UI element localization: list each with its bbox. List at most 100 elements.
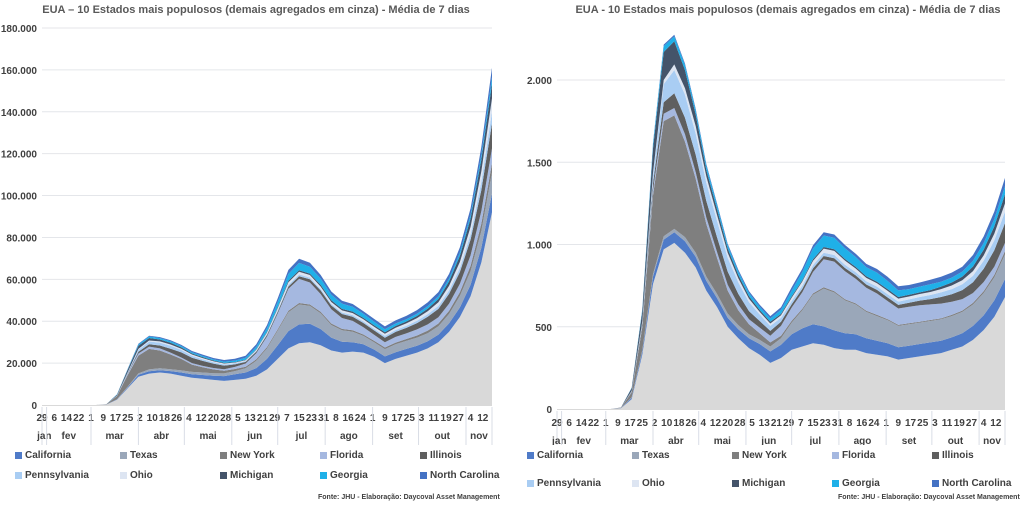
x-day-label: 28 [734, 418, 746, 429]
legend-item-michigan: Michigan [220, 470, 273, 481]
area-florida [42, 148, 492, 405]
x-month-label: fev [576, 436, 591, 445]
legend-swatch [932, 452, 939, 459]
y-tick-label: 140.000 [1, 108, 38, 119]
area-others [42, 212, 492, 405]
legend-label: Texas [130, 450, 158, 461]
x-day-label: 7 [284, 413, 290, 424]
legend-item-north-carolina: North Carolina [932, 478, 1011, 489]
x-month-label: jun [760, 436, 776, 445]
x-month-label: abr [154, 431, 170, 442]
x-day-label: 10 [147, 413, 159, 424]
legend-swatch [932, 480, 939, 487]
x-day-label: 5 [749, 418, 755, 429]
legend-swatch [220, 452, 227, 459]
legend-label: California [537, 450, 584, 461]
x-day-label: 25 [122, 413, 134, 424]
y-tick-label: 20.000 [6, 359, 37, 370]
legend-swatch [832, 452, 839, 459]
x-day-label: 19 [954, 418, 966, 429]
area-illinois [42, 123, 492, 406]
x-month-label: nov [470, 431, 488, 442]
x-day-label: 24 [355, 413, 367, 424]
legend-item-ohio: Ohio [120, 470, 153, 481]
x-day-label: 6 [566, 418, 572, 429]
legend-swatch [732, 480, 739, 487]
chart-legend: California Texas New York Florida Illinois Pe… [15, 450, 510, 490]
legend-swatch [120, 472, 127, 479]
legend-label: Michigan [230, 470, 274, 481]
x-day-label: 17 [392, 413, 404, 424]
x-day-label: 27 [966, 418, 978, 429]
chart-title: EUA - 10 Estados mais populosos (demais … [575, 4, 1001, 16]
x-day-label: 12 [710, 418, 722, 429]
area-texas [42, 172, 492, 405]
legend-label: North Carolina [430, 470, 500, 481]
x-month-label: jun [246, 431, 262, 442]
legend-swatch [320, 452, 327, 459]
x-month-label: jan [551, 436, 566, 445]
y-tick-label: 0 [31, 401, 37, 412]
x-day-label: 9 [100, 413, 106, 424]
legend-item-north-carolina: North Carolina [420, 470, 499, 481]
x-month-label: out [948, 436, 964, 445]
x-month-label: mai [714, 436, 731, 445]
x-month-label: jul [295, 431, 308, 442]
x-day-label: 12 [196, 413, 208, 424]
x-day-label: 3 [419, 413, 425, 424]
y-tick-label: 0 [546, 405, 552, 416]
x-day-label: 23 [820, 418, 832, 429]
legend-item-new-york: New York [220, 450, 275, 461]
legend-label: Georgia [842, 478, 880, 489]
x-day-label: 20 [722, 418, 734, 429]
legend-swatch [527, 452, 534, 459]
x-day-label: 28 [220, 413, 232, 424]
x-day-label: 20 [208, 413, 220, 424]
legend-label: California [25, 450, 72, 461]
stacked-area-chart: 05001.0001.5002.000296142219172521018264… [527, 34, 1006, 445]
x-day-label: 5 [235, 413, 241, 424]
x-day-label: 12 [990, 418, 1002, 429]
x-day-label: 14 [61, 413, 73, 424]
x-day-label: 10 [661, 418, 673, 429]
legend-swatch [220, 472, 227, 479]
legend-item-georgia: Georgia [320, 470, 368, 481]
legend-swatch [632, 452, 639, 459]
legend-swatch [320, 472, 327, 479]
chart-panel-absolute: EUA – 10 Estados mais populosos (demais … [1, 4, 510, 501]
x-day-label: 19 [441, 413, 453, 424]
legend-item-illinois: Illinois [420, 450, 462, 461]
x-day-label: 21 [257, 413, 269, 424]
x-month-label: fev [62, 431, 77, 442]
legend-swatch [15, 452, 22, 459]
y-tick-label: 160.000 [1, 66, 38, 77]
x-month-label: jan [36, 431, 51, 442]
y-tick-label: 1.500 [527, 158, 552, 169]
legend-swatch [732, 452, 739, 459]
legend-item-texas: Texas [632, 450, 670, 461]
x-day-label: 4 [981, 418, 987, 429]
x-day-label: 16 [856, 418, 868, 429]
legend-item-new-york: New York [732, 450, 787, 461]
x-day-label: 22 [588, 418, 600, 429]
legend-label: Texas [642, 450, 670, 461]
legend-item-michigan: Michigan [732, 478, 785, 489]
x-day-label: 24 [868, 418, 880, 429]
source-note: Fonte: JHU - Elaboração: Daycoval Asset … [318, 494, 500, 501]
x-day-label: 9 [615, 418, 621, 429]
y-tick-label: 100.000 [1, 192, 38, 203]
x-day-label: 2 [137, 413, 143, 424]
legend-item-florida: Florida [320, 450, 363, 461]
y-tick-label: 500 [535, 323, 552, 334]
x-month-label: out [434, 431, 450, 442]
legend-label: Illinois [430, 450, 462, 461]
legend-swatch [632, 480, 639, 487]
legend-item-texas: Texas [120, 450, 158, 461]
x-day-label: 25 [637, 418, 649, 429]
x-day-label: 26 [686, 418, 698, 429]
area-others [557, 242, 1005, 409]
legend-label: Florida [330, 450, 364, 461]
legend-item-pennsylvania: Pennsylvania [15, 470, 89, 481]
x-day-label: 4 [701, 418, 707, 429]
x-day-label: 13 [759, 418, 771, 429]
